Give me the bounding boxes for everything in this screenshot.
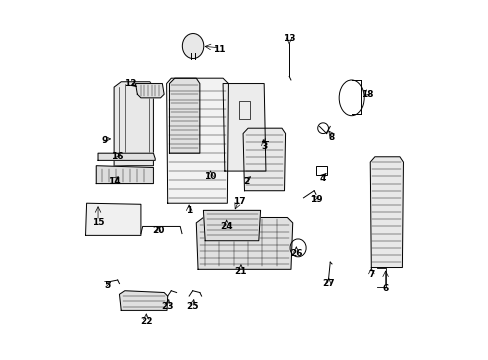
Polygon shape [85,203,141,235]
Polygon shape [96,166,153,184]
Polygon shape [114,82,153,166]
Text: 25: 25 [186,302,199,311]
Text: 14: 14 [107,177,120,186]
Text: 7: 7 [367,270,374,279]
Text: 2: 2 [243,177,249,186]
Text: 21: 21 [234,267,246,276]
Text: 10: 10 [204,172,216,181]
Text: 4: 4 [319,174,325,183]
Text: 19: 19 [309,195,322,204]
Polygon shape [203,210,260,241]
Text: 5: 5 [103,281,110,290]
Polygon shape [98,153,155,160]
Text: 20: 20 [152,225,164,234]
Polygon shape [243,128,285,191]
Text: 1: 1 [185,206,192,215]
Text: 27: 27 [322,279,334,288]
Polygon shape [223,84,265,171]
Polygon shape [169,78,200,153]
Text: 26: 26 [289,249,302,258]
Text: 24: 24 [220,222,232,231]
Text: 17: 17 [232,197,245,206]
Text: 18: 18 [361,90,373,99]
Polygon shape [369,157,403,267]
Polygon shape [135,84,164,98]
Polygon shape [119,291,167,310]
Text: 9: 9 [102,136,108,145]
Text: 15: 15 [92,219,104,228]
Text: 16: 16 [111,152,123,161]
Ellipse shape [182,33,203,59]
Text: 13: 13 [283,35,295,44]
Polygon shape [196,217,292,269]
Bar [315,166,326,175]
Polygon shape [166,78,228,203]
Text: 11: 11 [213,45,225,54]
Text: 23: 23 [161,302,174,311]
Bar [238,102,250,119]
Text: 6: 6 [382,284,388,293]
Text: 22: 22 [140,316,152,325]
Text: 3: 3 [261,141,267,150]
Text: 8: 8 [328,132,334,141]
Text: 12: 12 [123,79,136,88]
